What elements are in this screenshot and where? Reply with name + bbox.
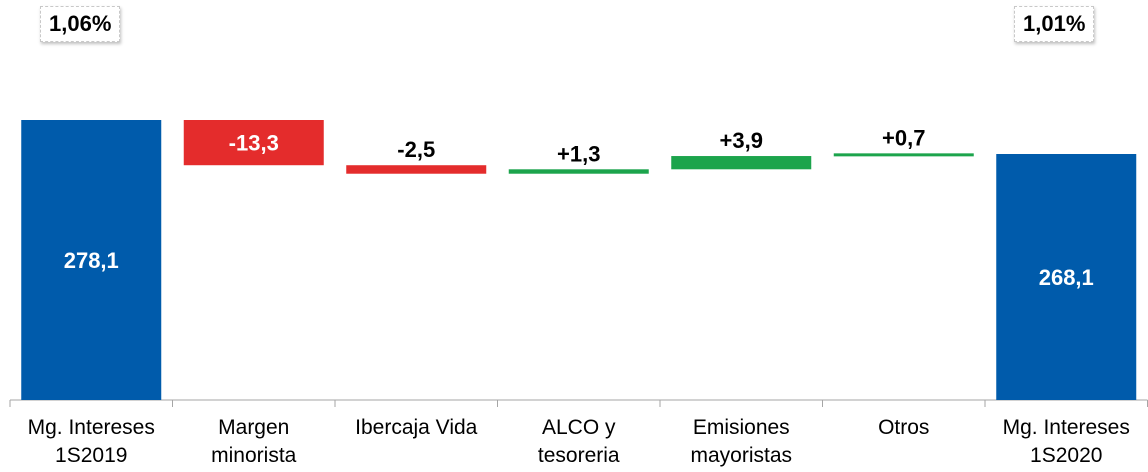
x-tick-label: Otros xyxy=(878,416,929,439)
margin-badge-1s2020: 1,01% xyxy=(1014,6,1095,42)
x-tick-label: Margen xyxy=(218,416,289,439)
bar-data-label: -13,3 xyxy=(229,131,279,156)
bar-increase xyxy=(671,156,812,170)
bar-total xyxy=(21,120,162,400)
x-tick-label: tesoreria xyxy=(538,444,620,467)
x-tick-label: mayoristas xyxy=(690,444,792,467)
x-tick-label: 1S2019 xyxy=(55,444,127,467)
bar-data-label: +0,7 xyxy=(882,125,925,150)
margin-badge-1s2019: 1,06% xyxy=(40,6,121,42)
x-tick-label: ALCO y xyxy=(542,416,616,439)
x-tick-label: Mg. Intereses xyxy=(1003,416,1130,439)
bar-data-label: +3,9 xyxy=(720,128,763,153)
bar-data-label: +1,3 xyxy=(557,141,600,166)
x-tick-label: Mg. Intereses xyxy=(28,416,155,439)
bar-decrease xyxy=(183,120,324,166)
x-tick-label: Emisiones xyxy=(693,416,790,439)
bar-data-label: 278,1 xyxy=(64,248,119,273)
bar-data-label: -2,5 xyxy=(397,137,435,162)
x-tick-label: 1S2020 xyxy=(1030,444,1102,467)
bar-increase xyxy=(833,153,974,157)
bar-increase xyxy=(508,169,649,174)
x-tick-label: minorista xyxy=(211,444,297,467)
bar-decrease xyxy=(346,165,487,174)
x-tick-label: Ibercaja Vida xyxy=(355,416,478,439)
bar-data-label: 268,1 xyxy=(1039,265,1094,290)
bar-total xyxy=(996,154,1137,400)
